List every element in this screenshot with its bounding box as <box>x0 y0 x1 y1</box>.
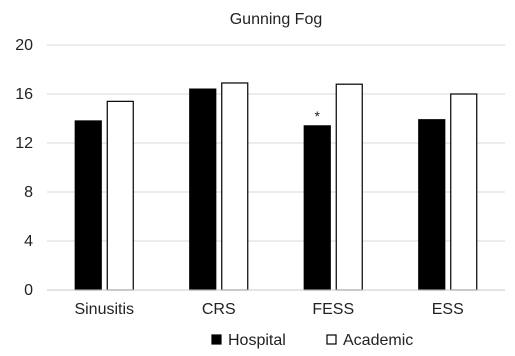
legend: Hospital Academic <box>211 332 413 349</box>
x-tick-label: ESS <box>432 301 464 318</box>
bar-hospital-fess <box>303 125 331 291</box>
y-tick-label: 12 <box>15 135 33 152</box>
x-tick-label: Sinusitis <box>74 301 134 318</box>
x-tick-label: CRS <box>202 301 236 318</box>
y-tick-label: 8 <box>24 184 33 201</box>
bar-hospital-ess <box>418 119 446 291</box>
x-tick-label: FESS <box>312 301 354 318</box>
y-tick-label: 16 <box>15 86 33 103</box>
legend-swatch-academic <box>326 334 337 345</box>
y-tick-label: 4 <box>24 233 33 250</box>
bar-academic-fess <box>335 83 363 291</box>
bar-academic-crs <box>221 82 249 291</box>
y-tick-label: 0 <box>24 282 33 299</box>
chart-title: Gunning Fog <box>230 11 323 28</box>
significance-marker: * <box>315 108 321 124</box>
annotations: * <box>315 108 321 124</box>
bar-academic-sinusitis <box>106 100 134 291</box>
bar-academic-ess <box>450 93 478 291</box>
bar-hospital-sinusitis <box>74 120 102 291</box>
legend-label-hospital: Hospital <box>228 332 286 349</box>
legend-label-academic: Academic <box>343 332 413 349</box>
y-tick-label: 20 <box>15 37 33 54</box>
bars <box>74 82 478 291</box>
y-axis-ticks: 0 4 8 12 16 20 <box>15 37 33 299</box>
legend-swatch-hospital <box>211 334 222 345</box>
bar-hospital-crs <box>189 88 217 291</box>
x-axis-categories: Sinusitis CRS FESS ESS <box>74 301 463 318</box>
